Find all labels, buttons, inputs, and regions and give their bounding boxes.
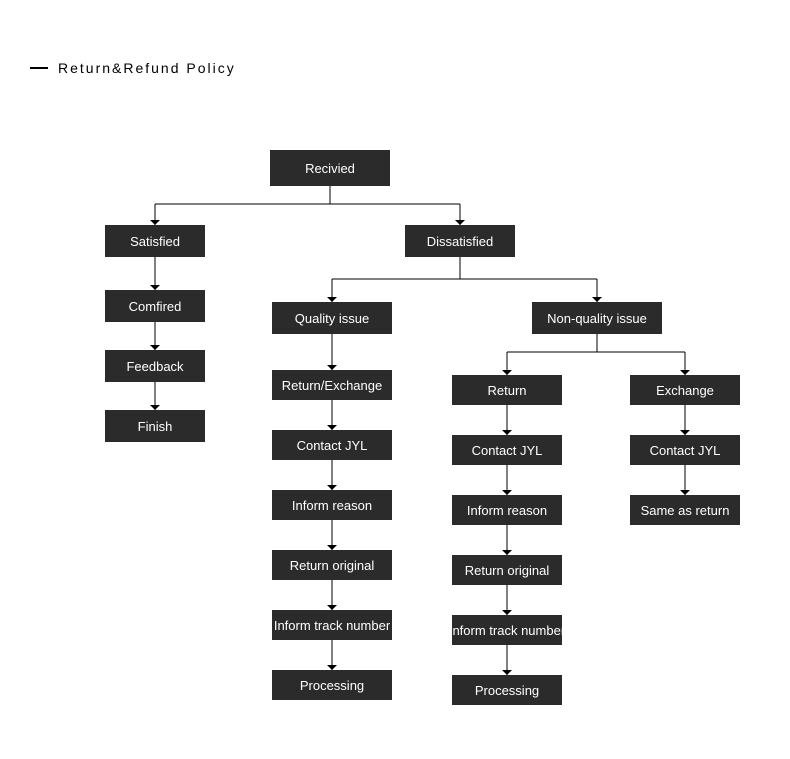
flow-node-quality: Quality issue — [272, 302, 392, 334]
flow-node-nq_retorig: Return original — [452, 555, 562, 585]
flow-node-q_track: Inform track number — [272, 610, 392, 640]
flow-node-q_contact: Contact JYL — [272, 430, 392, 460]
flow-node-nq_ex_contact: Contact JYL — [630, 435, 740, 465]
flow-node-comfired: Comfired — [105, 290, 205, 322]
flow-node-nonquality: Non-quality issue — [532, 302, 662, 334]
flow-node-q_retex: Return/Exchange — [272, 370, 392, 400]
flow-node-nq_return: Return — [452, 375, 562, 405]
flow-node-nq_inform: Inform reason — [452, 495, 562, 525]
flow-node-finish: Finish — [105, 410, 205, 442]
flow-node-feedback: Feedback — [105, 350, 205, 382]
flow-node-recivied: Recivied — [270, 150, 390, 186]
flow-node-nq_exchange: Exchange — [630, 375, 740, 405]
flow-node-q_proc: Processing — [272, 670, 392, 700]
flow-node-nq_track: Inform track number — [452, 615, 562, 645]
flow-node-nq_ex_same: Same as return — [630, 495, 740, 525]
flowchart-canvas: Recivied Satisfied Comfired Feedback Finish D… — [0, 0, 790, 759]
flow-node-nq_proc: Processing — [452, 675, 562, 705]
flow-node-dissatisfied: Dissatisfied — [405, 225, 515, 257]
flow-node-nq_contact: Contact JYL — [452, 435, 562, 465]
flow-node-satisfied: Satisfied — [105, 225, 205, 257]
flow-node-q_retorig: Return original — [272, 550, 392, 580]
flow-node-q_inform: Inform reason — [272, 490, 392, 520]
